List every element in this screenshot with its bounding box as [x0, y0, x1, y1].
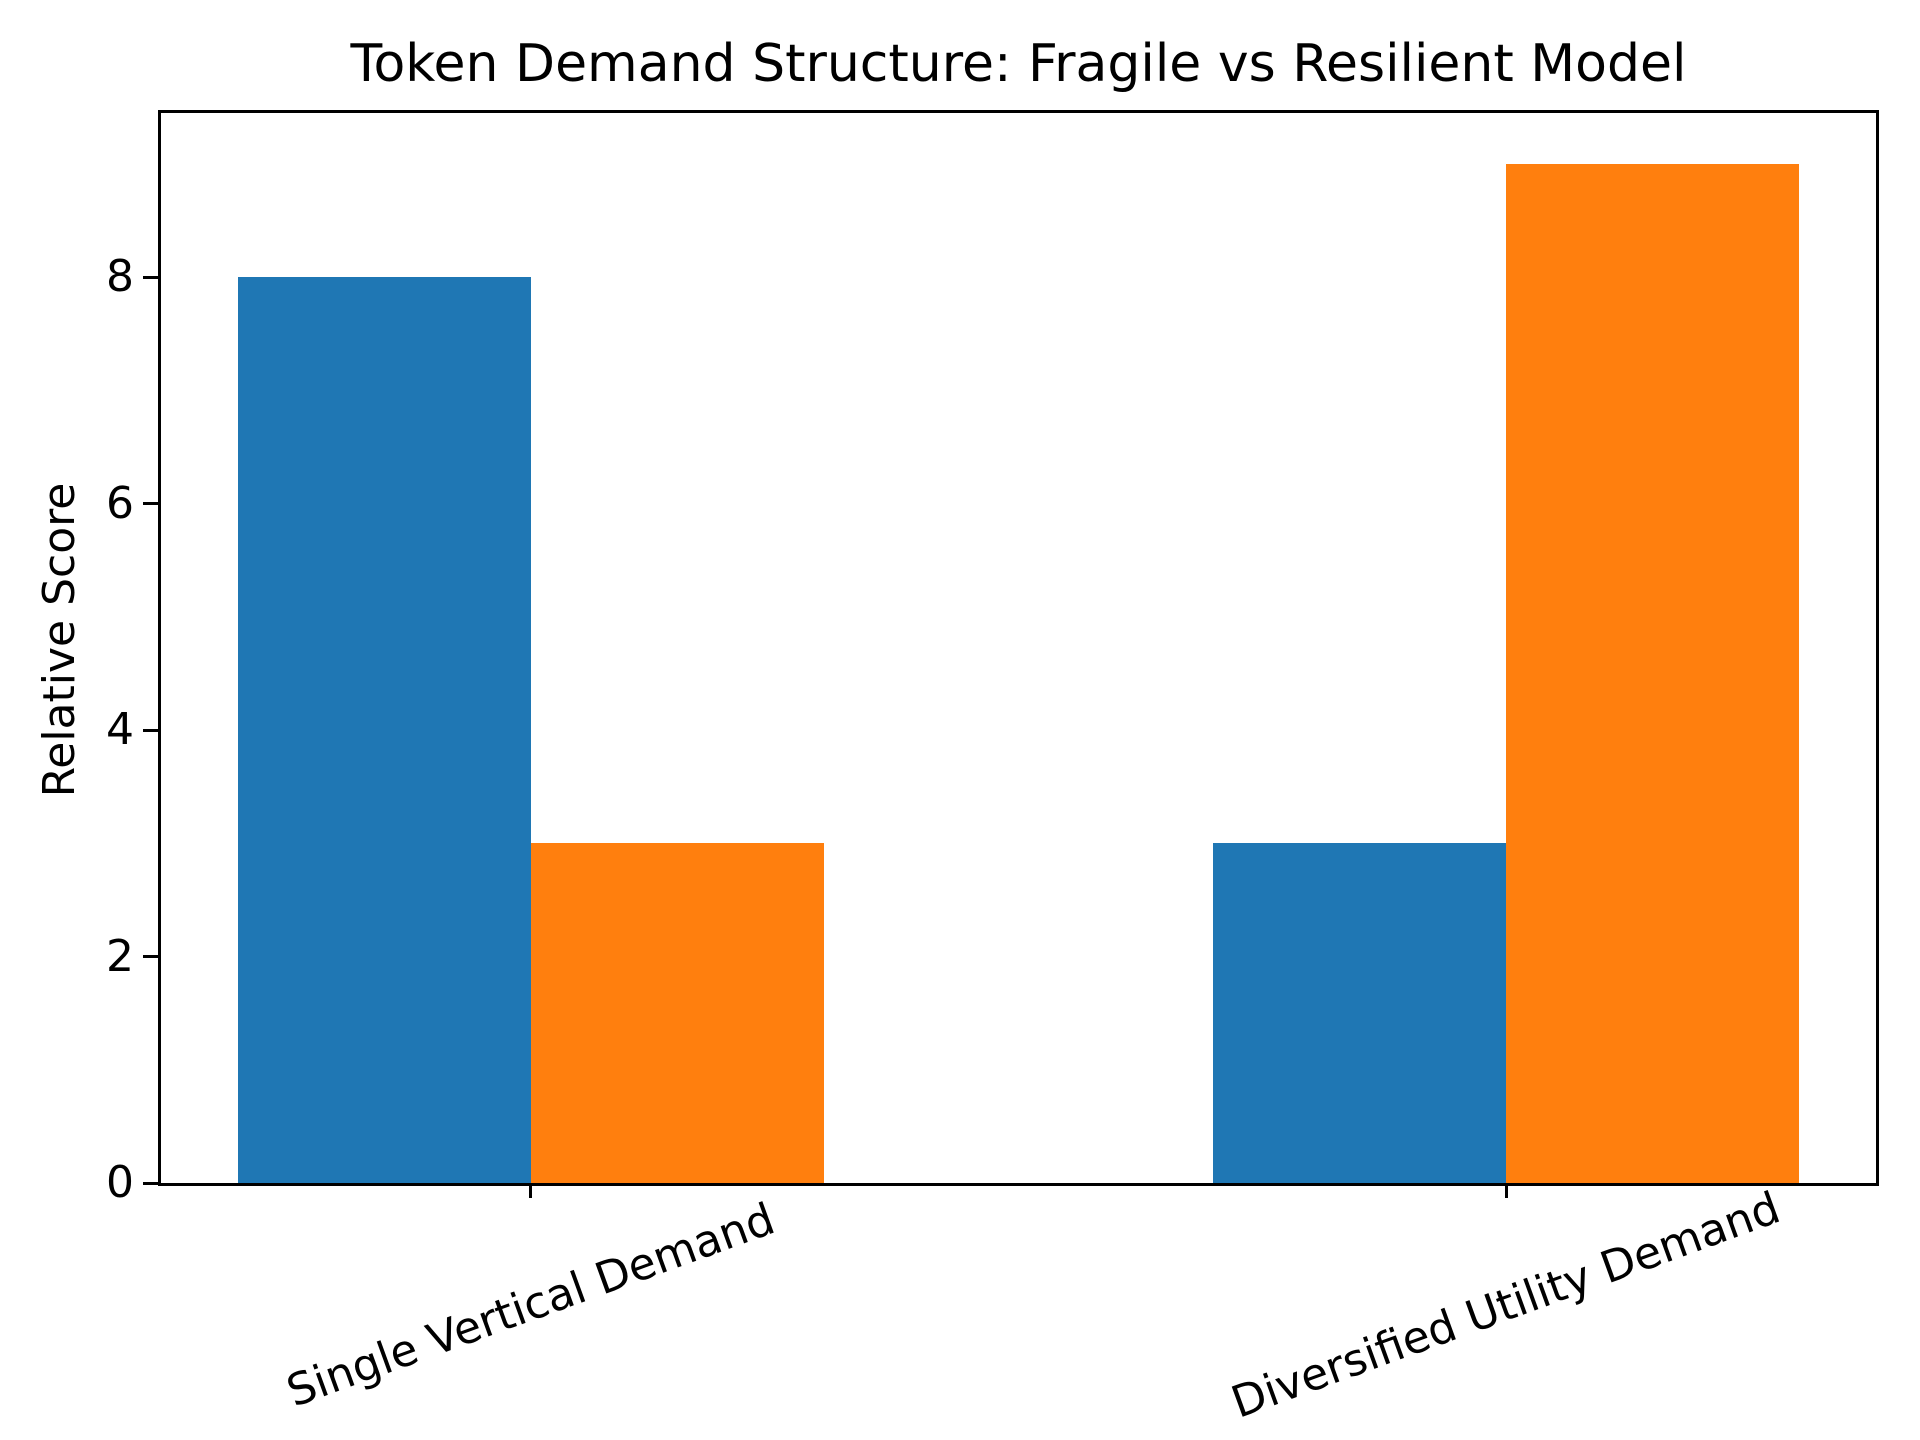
y-axis-tick	[143, 502, 158, 506]
y-axis-tick	[143, 1181, 158, 1185]
plot-area: 0 2 4 6 8 Single Vertical Demand Diversified U…	[106, 110, 1879, 1429]
y-tick-label: 4	[106, 704, 134, 756]
y-tick-label: 2	[106, 930, 134, 982]
y-axis-tick	[143, 275, 158, 279]
bar-orange-group1	[530, 843, 824, 1183]
chart-title: Token Demand Structure: Fragile vs Resil…	[350, 34, 1687, 94]
y-tick-label: 8	[106, 251, 134, 303]
bar-orange-group2	[1506, 163, 1800, 1183]
y-axis-tick	[143, 728, 158, 732]
bar-blue-group2	[1213, 843, 1507, 1183]
x-tick-label: Single Vertical Demand	[280, 1193, 782, 1418]
x-tick-label: Diversified Utility Demand	[1225, 1182, 1787, 1429]
y-axis-label: Relative Score	[34, 482, 85, 798]
y-axis-tick	[143, 955, 158, 959]
x-axis-tick	[1504, 1183, 1508, 1198]
bar-blue-group1	[237, 277, 531, 1183]
x-axis-tick	[529, 1183, 533, 1198]
y-tick-label: 6	[106, 477, 134, 529]
y-tick-label: 0	[106, 1157, 134, 1208]
